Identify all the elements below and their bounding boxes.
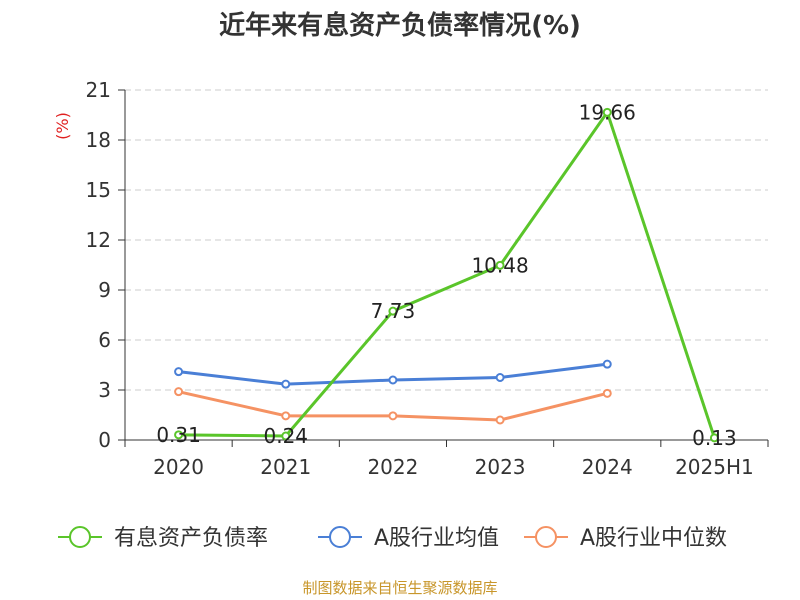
y-tick-label: 6 [98, 328, 111, 352]
data-point [495, 373, 505, 382]
data-point [281, 379, 291, 389]
y-tick-label: 0 [98, 428, 111, 452]
data-point [281, 431, 291, 441]
x-tick-label: 2020 [153, 455, 204, 479]
legend: 有息资产负债率 A股行业均值 A股行业中位数 [58, 526, 727, 551]
data-label: 0.13 [692, 426, 737, 450]
x-tick-label: 2021 [260, 455, 311, 479]
series-group [174, 107, 719, 443]
series-1 [174, 359, 612, 389]
x-tick-label: 2025H1 [675, 455, 754, 479]
legend-label: 有息资产负债率 [114, 526, 268, 551]
source-note: 制图数据来自恒生聚源数据库 [302, 579, 497, 597]
legend-item[interactable]: A股行业均值 [318, 526, 499, 551]
data-label: 7.73 [371, 299, 416, 323]
data-point [281, 411, 291, 421]
data-point [495, 260, 505, 270]
axes: 0 3 6 9 12 15 18 21 2020 2021 2022 2023 2024 2025H1 [86, 78, 769, 479]
data-label: 19.66 [579, 100, 636, 124]
legend-marker [535, 526, 557, 548]
legend-label: A股行业中位数 [580, 526, 727, 551]
data-label: 10.48 [471, 253, 528, 277]
legend-label: A股行业均值 [374, 526, 499, 551]
series-line [178, 110, 716, 439]
chart-title: 近年来有息资产负债率情况(%) [219, 10, 581, 41]
data-point [495, 415, 505, 425]
data-point [388, 306, 398, 316]
x-tick-label: 2022 [367, 455, 418, 479]
data-point [388, 411, 398, 421]
data-point [602, 359, 612, 369]
data-label: 0.24 [263, 424, 308, 448]
x-tick-label: 2023 [475, 455, 526, 479]
data-point [388, 375, 398, 385]
data-point [174, 430, 184, 440]
data-point [709, 433, 719, 443]
legend-item[interactable]: A股行业中位数 [524, 526, 727, 551]
y-tick-label: 18 [86, 128, 111, 152]
y-tick-label: 12 [86, 228, 111, 252]
legend-marker [329, 526, 351, 548]
data-label: 0.31 [156, 423, 201, 447]
data-point [174, 387, 184, 397]
series-2 [174, 387, 612, 425]
legend-marker [69, 526, 91, 548]
y-tick-label: 9 [98, 278, 111, 302]
y-tick-label: 15 [86, 178, 111, 202]
series-0 [174, 107, 719, 443]
data-point [174, 367, 184, 377]
y-axis-label: (%) [53, 112, 72, 140]
grid-lines [125, 89, 768, 391]
y-tick-label: 21 [86, 78, 111, 102]
data-point [602, 388, 612, 398]
x-tick-label: 2024 [582, 455, 633, 479]
data-labels: 0.31 0.24 7.73 10.48 19.66 0.13 [156, 100, 736, 450]
legend-item[interactable]: 有息资产负债率 [58, 526, 268, 551]
y-tick-label: 3 [98, 378, 111, 402]
data-point [602, 107, 612, 117]
